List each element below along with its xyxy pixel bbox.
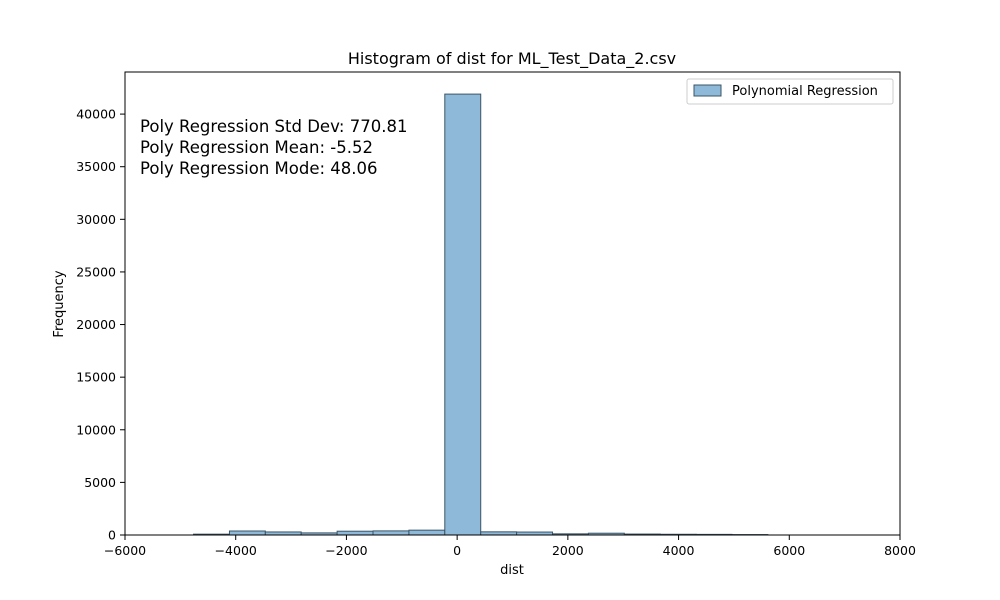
x-axis-ticks: −6000 −4000 −2000 0 2000 4000 6000 8000	[104, 535, 916, 558]
legend: Polynomial Regression	[686, 78, 894, 105]
histogram-bar-5	[372, 530, 410, 536]
y-tick-label: 40000	[76, 107, 116, 122]
y-tick-label: 25000	[76, 264, 116, 279]
x-tick-label: 0	[453, 543, 461, 558]
histogram-bar-1	[228, 530, 266, 536]
histogram-bar-4	[336, 530, 374, 536]
y-tick-label: 15000	[76, 370, 116, 385]
mean-annotation: Poly Regression Mean: -5.52	[140, 138, 373, 157]
y-tick-label: 0	[108, 528, 116, 543]
x-tick-label: −2000	[325, 543, 367, 558]
x-axis-label: dist	[500, 563, 524, 578]
x-tick-label: 6000	[773, 543, 805, 558]
x-tick-label: −6000	[104, 543, 146, 558]
stats-annotation: Poly Regression Std Dev: 770.81 Poly Reg…	[140, 117, 407, 178]
std-dev-annotation: Poly Regression Std Dev: 770.81	[140, 117, 407, 136]
y-tick-label: 30000	[76, 212, 116, 227]
legend-swatch	[693, 84, 722, 97]
y-tick-label: 5000	[84, 475, 116, 490]
legend-box	[686, 78, 894, 105]
plot-frame	[124, 71, 901, 536]
legend-label: Polynomial Regression	[732, 84, 878, 99]
y-tick-label: 20000	[76, 317, 116, 332]
y-tick-label: 35000	[76, 159, 116, 174]
histogram-bar-7	[444, 93, 482, 536]
x-tick-label: 4000	[663, 543, 695, 558]
y-axis-ticks: 0 5000 10000 15000 20000 25000 30000 35000 40000	[76, 107, 125, 543]
chart-title: Histogram of dist for ML_Test_Data_2.csv	[348, 49, 676, 69]
y-tick-label: 10000	[76, 422, 116, 437]
histogram-bar-6	[408, 529, 446, 536]
mode-annotation: Poly Regression Mode: 48.06	[140, 159, 378, 178]
x-tick-label: 8000	[884, 543, 916, 558]
x-tick-label: 2000	[552, 543, 584, 558]
x-tick-label: −4000	[215, 543, 257, 558]
y-axis-label: Frequency	[52, 270, 67, 337]
